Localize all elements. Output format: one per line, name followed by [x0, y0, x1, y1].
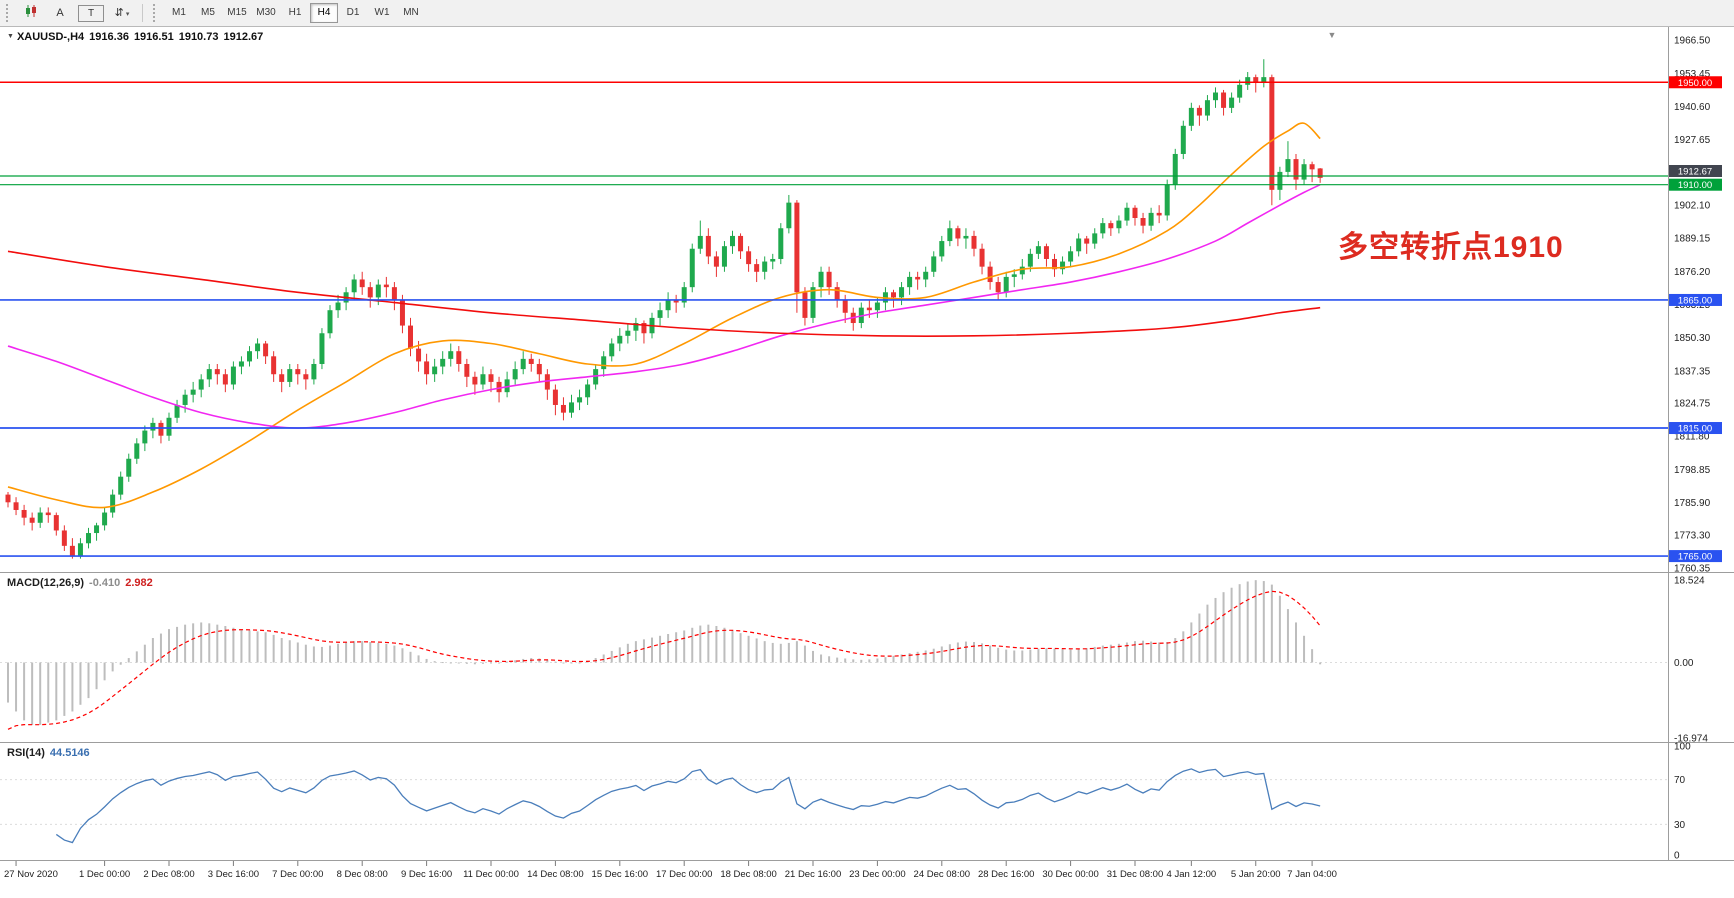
rsi-label: RSI(14) 44.5146 [7, 747, 90, 759]
svg-text:1765.00: 1765.00 [1678, 552, 1712, 563]
svg-text:0.00: 0.00 [1674, 658, 1694, 669]
svg-text:7 Dec 00:00: 7 Dec 00:00 [272, 869, 323, 880]
svg-text:1837.35: 1837.35 [1674, 366, 1711, 377]
svg-text:24 Dec 08:00: 24 Dec 08:00 [914, 869, 971, 880]
svg-text:21 Dec 16:00: 21 Dec 16:00 [785, 869, 842, 880]
svg-text:1940.60: 1940.60 [1674, 102, 1711, 113]
panel-splitter-timeaxis[interactable] [0, 858, 1668, 864]
toolbar-separator [142, 4, 143, 22]
svg-text:1 Dec 00:00: 1 Dec 00:00 [79, 869, 130, 880]
timeframe-button-m1[interactable]: M1 [172, 7, 186, 18]
svg-text:1798.85: 1798.85 [1674, 465, 1711, 476]
svg-text:15 Dec 16:00: 15 Dec 16:00 [592, 869, 649, 880]
svg-text:1760.35: 1760.35 [1674, 563, 1711, 574]
svg-text:1773.30: 1773.30 [1674, 530, 1711, 541]
timeframe-button-d1[interactable]: D1 [346, 7, 360, 18]
svg-text:23 Dec 00:00: 23 Dec 00:00 [849, 869, 906, 880]
panel-splitter-rsi[interactable] [0, 740, 1668, 746]
svg-text:8 Dec 08:00: 8 Dec 08:00 [337, 869, 388, 880]
svg-text:1824.75: 1824.75 [1674, 399, 1711, 410]
timeframe-group: M1 M5 M15 M30 H1 H4 D1 W1 MN [165, 3, 425, 23]
svg-text:5 Jan 20:00: 5 Jan 20:00 [1231, 869, 1281, 880]
close-value: 1912.67 [223, 31, 264, 43]
toolbar-grip-2[interactable] [153, 4, 159, 22]
macd-name: MACD(12,26,9) [7, 577, 85, 589]
svg-text:0: 0 [1674, 851, 1680, 862]
svg-text:18 Dec 08:00: 18 Dec 08:00 [720, 869, 777, 880]
svg-text:7 Jan 04:00: 7 Jan 04:00 [1287, 869, 1337, 880]
timeframe-button-w1[interactable]: W1 [374, 7, 390, 18]
timeframe-button-h1[interactable]: H1 [288, 7, 302, 18]
text-tool-button[interactable]: T [78, 4, 104, 22]
ohlc-header: ▼ XAUUSD-,H4 1916.36 1916.51 1910.73 1912.67 [7, 31, 263, 43]
svg-text:27 Nov 2020: 27 Nov 2020 [4, 869, 58, 880]
indicators-icon: ⇵ [114, 6, 124, 19]
svg-text:9 Dec 16:00: 9 Dec 16:00 [401, 869, 452, 880]
svg-text:1966.50: 1966.50 [1674, 36, 1711, 47]
svg-text:-16.974: -16.974 [1674, 734, 1708, 745]
rsi-name: RSI(14) [7, 747, 45, 759]
svg-text:14 Dec 08:00: 14 Dec 08:00 [527, 869, 584, 880]
high-value: 1916.51 [133, 31, 174, 43]
svg-text:1927.65: 1927.65 [1674, 135, 1711, 146]
chart-type-icon[interactable] [18, 3, 44, 24]
annotation-text[interactable]: 多空转折点1910 [1338, 231, 1564, 264]
timeframe-button-m5[interactable]: M5 [201, 7, 215, 18]
toolbar-grip[interactable] [6, 4, 12, 22]
svg-text:2 Dec 08:00: 2 Dec 08:00 [143, 869, 194, 880]
macd-main-value: -0.410 [89, 577, 121, 589]
svg-text:▼: ▼ [1328, 30, 1337, 40]
timeframe-button-m30[interactable]: M30 [256, 7, 276, 18]
svg-text:18.524: 18.524 [1674, 576, 1705, 587]
panel-splitter-macd[interactable] [0, 570, 1668, 576]
svg-text:30: 30 [1674, 820, 1686, 831]
macd-label: MACD(12,26,9) -0.410 2.982 [7, 577, 153, 589]
toolbar: A T ⇵ ▾ M1 M5 M15 M30 H1 H4 D1 W1 MN [0, 0, 1734, 27]
rsi-value: 44.5146 [49, 747, 90, 759]
chevron-down-icon: ▾ [125, 10, 130, 18]
svg-text:28 Dec 16:00: 28 Dec 16:00 [978, 869, 1035, 880]
svg-text:1815.00: 1815.00 [1678, 424, 1712, 435]
svg-text:11 Dec 00:00: 11 Dec 00:00 [463, 869, 519, 880]
svg-text:17 Dec 00:00: 17 Dec 00:00 [656, 869, 713, 880]
symbol-period: XAUUSD-,H4 [16, 31, 85, 43]
indicators-button[interactable]: ⇵ ▾ [109, 3, 135, 24]
svg-text:70: 70 [1674, 775, 1686, 786]
candlestick-icon [26, 4, 36, 17]
timeframe-button-mn[interactable]: MN [403, 7, 419, 18]
svg-text:1865.00: 1865.00 [1678, 295, 1712, 306]
chart-plot-area[interactable] [0, 27, 1668, 572]
expand-arrow-icon[interactable]: ▼ [7, 33, 14, 40]
svg-text:1850.30: 1850.30 [1674, 333, 1711, 344]
open-value: 1916.36 [89, 31, 129, 43]
svg-text:1950.00: 1950.00 [1678, 78, 1712, 89]
low-value: 1910.73 [178, 31, 219, 43]
svg-text:1889.15: 1889.15 [1674, 234, 1711, 245]
svg-text:3 Dec 16:00: 3 Dec 16:00 [208, 869, 259, 880]
svg-text:1953.45: 1953.45 [1674, 69, 1711, 80]
time-axis[interactable] [0, 862, 1668, 898]
macd-signal-value: 2.982 [125, 577, 153, 589]
svg-text:1876.20: 1876.20 [1674, 267, 1711, 278]
svg-text:1902.10: 1902.10 [1674, 200, 1711, 211]
svg-text:1785.90: 1785.90 [1674, 498, 1711, 509]
svg-text:1912.67: 1912.67 [1678, 167, 1712, 178]
svg-text:1811.80: 1811.80 [1674, 432, 1710, 443]
svg-text:4 Jan 12:00: 4 Jan 12:00 [1167, 869, 1217, 880]
svg-text:100: 100 [1674, 742, 1691, 753]
timeframe-button-m15[interactable]: M15 [227, 7, 247, 18]
cursor-tool-button[interactable]: A [56, 6, 64, 19]
svg-text:1910.00: 1910.00 [1678, 180, 1712, 191]
price-axis[interactable] [1668, 27, 1734, 861]
svg-text:31 Dec 08:00: 31 Dec 08:00 [1107, 869, 1164, 880]
timeframe-button-h4[interactable]: H4 [310, 3, 338, 23]
svg-text:30 Dec 00:00: 30 Dec 00:00 [1042, 869, 1099, 880]
